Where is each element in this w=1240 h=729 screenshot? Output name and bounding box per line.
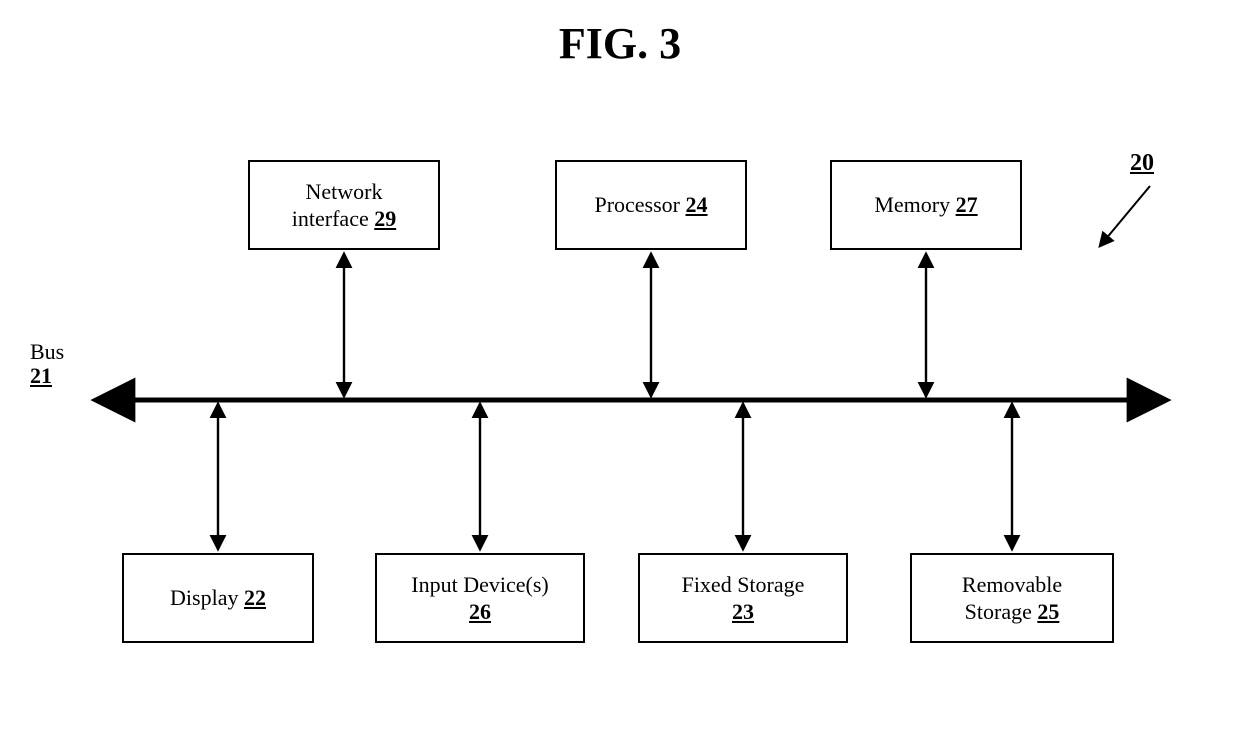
figure-title: FIG. 3 [0, 18, 1240, 69]
node-label-line2: interface 29 [292, 205, 396, 233]
node-label-line1: Network [306, 178, 383, 206]
bus-label-text: Bus [30, 340, 64, 364]
node-label-line1: Display 22 [170, 584, 266, 612]
node-fixed_storage: Fixed Storage 23 [638, 553, 848, 643]
bus-label-ref: 21 [30, 364, 64, 388]
node-label-line1: Input Device(s) [411, 571, 548, 599]
node-label-line1: Fixed Storage [682, 571, 805, 599]
node-label-line1: Memory 27 [874, 191, 977, 219]
node-removable_storage: RemovableStorage 25 [910, 553, 1114, 643]
node-display: Display 22 [122, 553, 314, 643]
connectors-group [218, 254, 1012, 549]
node-label-line1: Processor 24 [594, 191, 707, 219]
bus-label: Bus 21 [30, 340, 64, 388]
node-ref-line: 23 [732, 598, 754, 626]
node-ref: 23 [732, 599, 754, 624]
node-ref: 22 [244, 585, 266, 610]
node-input_devices: Input Device(s) 26 [375, 553, 585, 643]
node-processor: Processor 24 [555, 160, 747, 250]
node-ref: 26 [469, 599, 491, 624]
node-label-line1: Removable [962, 571, 1062, 599]
node-ref: 29 [374, 206, 396, 231]
node-ref-line: 26 [469, 598, 491, 626]
system-reference-arrow [1100, 186, 1150, 246]
node-ref: 24 [686, 192, 708, 217]
diagram-canvas: FIG. 3 20 Bus 21 [0, 0, 1240, 729]
node-memory: Memory 27 [830, 160, 1022, 250]
node-network_interface: Networkinterface 29 [248, 160, 440, 250]
node-ref: 25 [1037, 599, 1059, 624]
node-ref: 27 [956, 192, 978, 217]
system-reference-number: 20 [1130, 150, 1154, 177]
node-label-line2: Storage 25 [965, 598, 1060, 626]
